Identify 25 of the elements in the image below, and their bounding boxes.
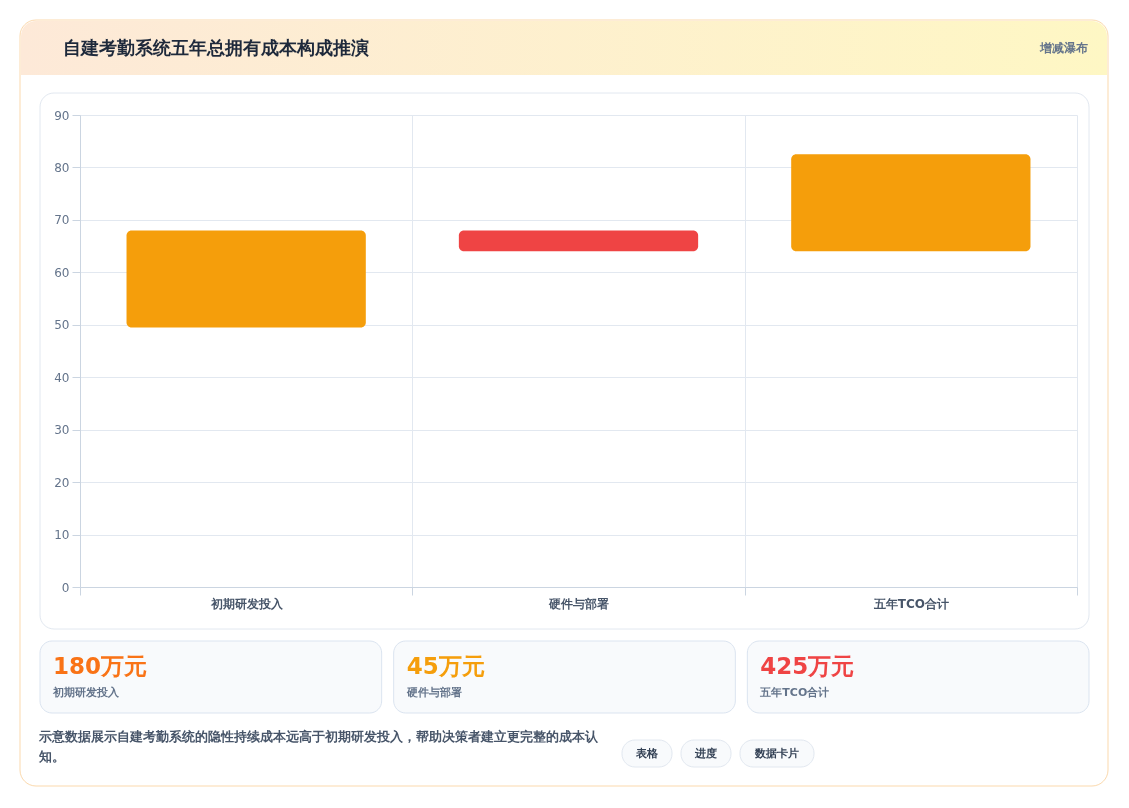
y-tick-label: 10 bbox=[54, 528, 70, 543]
text: 180万元 bbox=[53, 653, 148, 679]
text: 初期研发投入 bbox=[52, 686, 120, 699]
y-tick-label: 0 bbox=[61, 580, 70, 595]
text: 示意数据展示自建考勤系统的隐性持续成本远高于初期研发投入，帮助决策者建立更完整的成本认知。 bbox=[38, 729, 599, 764]
x-tick-label: 硬件与部署 bbox=[548, 596, 609, 611]
y-tick-label: 60 bbox=[54, 265, 70, 280]
y-tick-label: 70 bbox=[54, 213, 70, 228]
y-tick-label: 30 bbox=[54, 423, 70, 438]
text: 425万元 bbox=[760, 653, 855, 679]
y-tick-label: 90 bbox=[54, 108, 70, 123]
y-tick-label: 40 bbox=[54, 370, 70, 385]
text: 五年TCO合计 bbox=[759, 686, 830, 699]
text: 进度 bbox=[694, 746, 717, 760]
chart-subtitle: 增减瀑布 bbox=[1039, 41, 1088, 55]
text: 数据卡片 bbox=[754, 746, 799, 760]
x-tick-label: 五年TCO合计 bbox=[872, 596, 949, 611]
y-tick-label: 50 bbox=[54, 318, 70, 333]
y-tick-label: 80 bbox=[54, 160, 70, 175]
text: 表格 bbox=[635, 746, 659, 760]
y-tick-label: 20 bbox=[54, 475, 70, 490]
text: 45万元 bbox=[406, 653, 485, 679]
text: 硬件与部署 bbox=[405, 686, 462, 699]
chart-title: 自建考勤系统五年总拥有成本构成推演 bbox=[63, 37, 369, 58]
x-tick-label: 初期研发投入 bbox=[209, 596, 284, 611]
